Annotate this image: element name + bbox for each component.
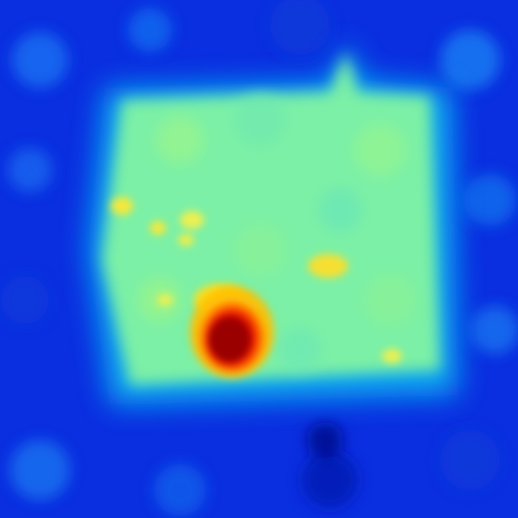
plateau-texture xyxy=(138,94,416,372)
hot-spot xyxy=(190,286,274,378)
